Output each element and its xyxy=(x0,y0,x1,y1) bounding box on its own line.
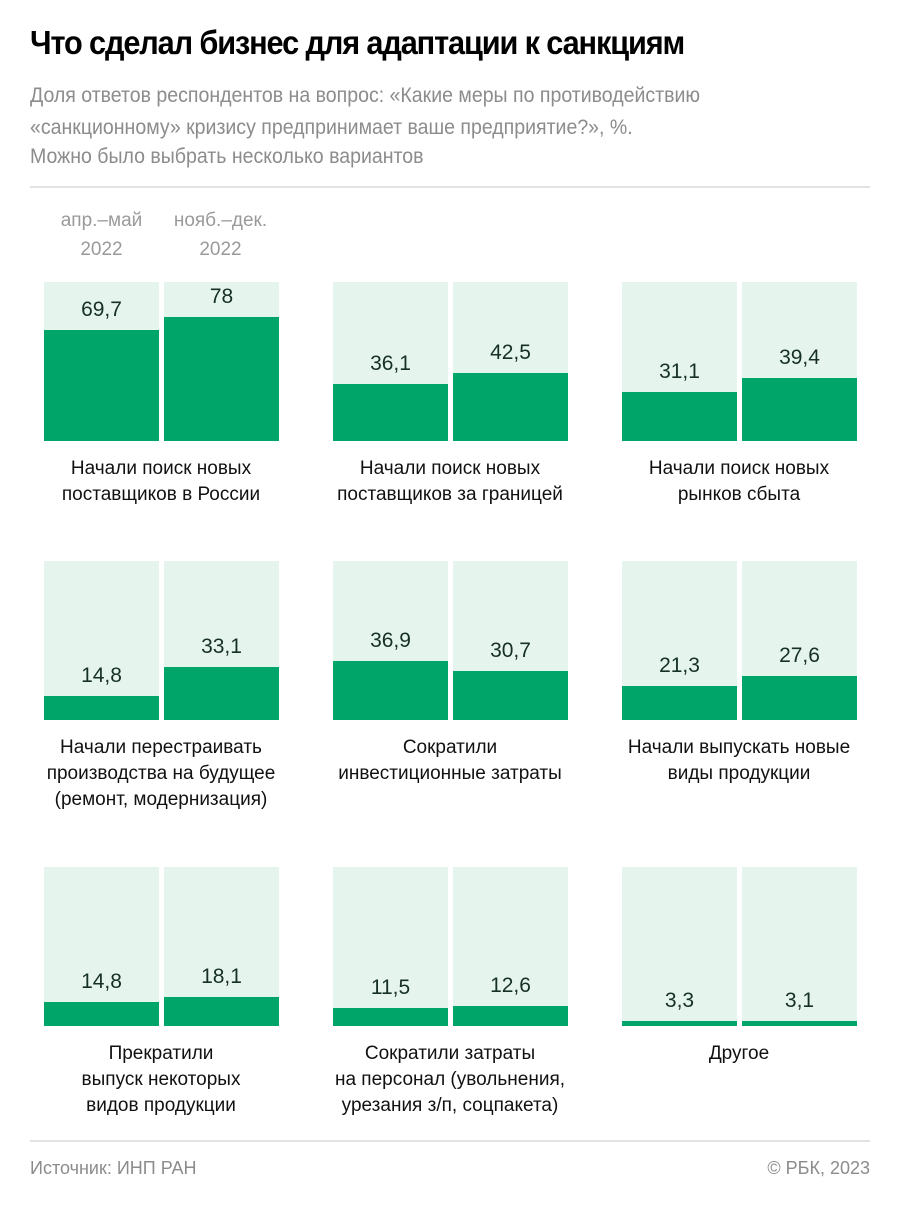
bar-track xyxy=(742,867,857,1026)
category-label: Начали выпускать новые виды продукции xyxy=(594,735,884,787)
category-label-line: на персонал (увольнения, xyxy=(334,1069,566,1090)
category-label-line: инвестиционные затраты xyxy=(338,763,562,784)
category-label-line: (ремонт, модернизация) xyxy=(54,789,268,810)
category-label-line: виды продукции xyxy=(667,763,811,784)
data-label: 42,5 xyxy=(490,341,531,364)
bar-series-2 xyxy=(164,997,279,1026)
data-label: 12,6 xyxy=(490,974,531,997)
category-label-line: рынков сбыта xyxy=(677,484,801,505)
category-label-line: Начали поиск новых xyxy=(648,458,830,479)
data-label: 27,6 xyxy=(779,644,820,667)
data-label: 21,3 xyxy=(659,654,700,677)
chart-panel: 31,1 39,4 xyxy=(622,282,857,441)
data-label: 18,1 xyxy=(201,965,242,988)
legend-label-line: 2022 xyxy=(199,239,242,260)
bar-series-2 xyxy=(453,671,568,720)
chart-title: Что сделал бизнес для адаптации к санкци… xyxy=(30,24,685,61)
bar-series-2 xyxy=(164,317,279,441)
chart-panel: 36,9 30,7 xyxy=(333,561,568,720)
bar-series-2 xyxy=(164,667,279,720)
category-label-line: Прекратили xyxy=(108,1043,214,1064)
bar-series-2 xyxy=(453,373,568,441)
bar-track xyxy=(44,561,159,720)
legend-item-series-1: апр.–май 2022 xyxy=(44,206,159,264)
data-label: 30,7 xyxy=(490,639,531,662)
data-label: 14,8 xyxy=(81,970,122,993)
bar-track xyxy=(44,867,159,1026)
data-label: 3,1 xyxy=(784,989,815,1012)
category-label-line: Сократили затраты xyxy=(364,1043,536,1064)
legend-item-series-2: нояб.–дек. 2022 xyxy=(163,206,278,264)
category-label-line: Другое xyxy=(708,1043,770,1064)
category-label-line: выпуск некоторых xyxy=(81,1069,241,1090)
chart-panel: 11,5 12,6 xyxy=(333,867,568,1026)
category-label-line: Начали выпускать новые xyxy=(627,737,851,758)
data-label: 78 xyxy=(209,285,234,308)
category-label: Прекратили выпуск некоторых видов продукци… xyxy=(16,1041,306,1119)
bar-series-1 xyxy=(333,1008,448,1026)
footer-divider xyxy=(30,1140,870,1142)
category-label-line: поставщиков за границей xyxy=(337,484,563,505)
bar-track xyxy=(333,867,448,1026)
bar-series-1 xyxy=(622,392,737,441)
category-label-line: производства на будущее xyxy=(46,763,276,784)
chart-panel: 14,8 33,1 xyxy=(44,561,279,720)
chart-subtitle: Доля ответов респондентов на вопрос: «Ка… xyxy=(30,84,701,139)
bar-track xyxy=(453,867,568,1026)
chart-panel: 3,3 3,1 xyxy=(622,867,857,1026)
category-label-line: видов продукции xyxy=(86,1095,236,1116)
chart-panel: 69,7 78 xyxy=(44,282,279,441)
data-label: 39,4 xyxy=(779,346,820,369)
bar-series-2 xyxy=(453,1006,568,1026)
data-label: 33,1 xyxy=(201,635,242,658)
chart-panel: 14,8 18,1 xyxy=(44,867,279,1026)
chart-panel: 21,3 27,6 xyxy=(622,561,857,720)
category-label-line: урезания з/п, соцпакета) xyxy=(341,1095,559,1116)
data-label: 3,3 xyxy=(664,989,695,1012)
data-label: 36,1 xyxy=(370,352,411,375)
category-label: Сократили затраты на персонал (увольнения… xyxy=(305,1041,595,1119)
data-label: 31,1 xyxy=(659,360,700,383)
category-label: Начали перестраивать производства на буду… xyxy=(16,735,306,813)
bar-series-2 xyxy=(742,378,857,441)
category-label-line: Начали перестраивать xyxy=(60,737,262,758)
category-label-line: Начали поиск новых xyxy=(359,458,541,479)
bar-series-1 xyxy=(44,330,159,441)
header-divider xyxy=(30,186,870,188)
legend-label-line: 2022 xyxy=(80,239,123,260)
bar-series-1 xyxy=(333,384,448,441)
category-label: Начали поиск новых рынков сбыта xyxy=(594,456,884,508)
bar-series-2 xyxy=(742,676,857,720)
data-label: 69,7 xyxy=(81,298,122,321)
category-label: Начали поиск новых поставщиков за границе… xyxy=(305,456,595,508)
bar-series-1 xyxy=(333,661,448,720)
copyright-text: © РБК, 2023 xyxy=(767,1158,870,1178)
chart-note: Можно было выбрать несколько вариантов xyxy=(30,145,424,168)
legend-label-line: нояб.–дек. xyxy=(173,210,268,231)
legend-label-line: апр.–май xyxy=(60,210,143,231)
category-label-line: Начали поиск новых xyxy=(70,458,252,479)
bar-track xyxy=(622,867,737,1026)
bar-series-1 xyxy=(44,696,159,720)
category-label: Другое xyxy=(594,1041,884,1067)
data-label: 11,5 xyxy=(370,976,411,999)
category-label: Сократили инвестиционные затраты xyxy=(305,735,595,787)
category-label-line: поставщиков в России xyxy=(61,484,261,505)
category-label: Начали поиск новых поставщиков в России xyxy=(16,456,306,508)
bar-series-2 xyxy=(742,1021,857,1026)
data-label: 14,8 xyxy=(81,664,122,687)
data-label: 36,9 xyxy=(370,629,411,652)
source-text: Источник: ИНП РАН xyxy=(30,1158,197,1178)
bar-series-1 xyxy=(622,1021,737,1026)
bar-series-1 xyxy=(622,686,737,720)
bar-series-1 xyxy=(44,1002,159,1026)
chart-panel: 36,1 42,5 xyxy=(333,282,568,441)
category-label-line: Сократили xyxy=(402,737,498,758)
